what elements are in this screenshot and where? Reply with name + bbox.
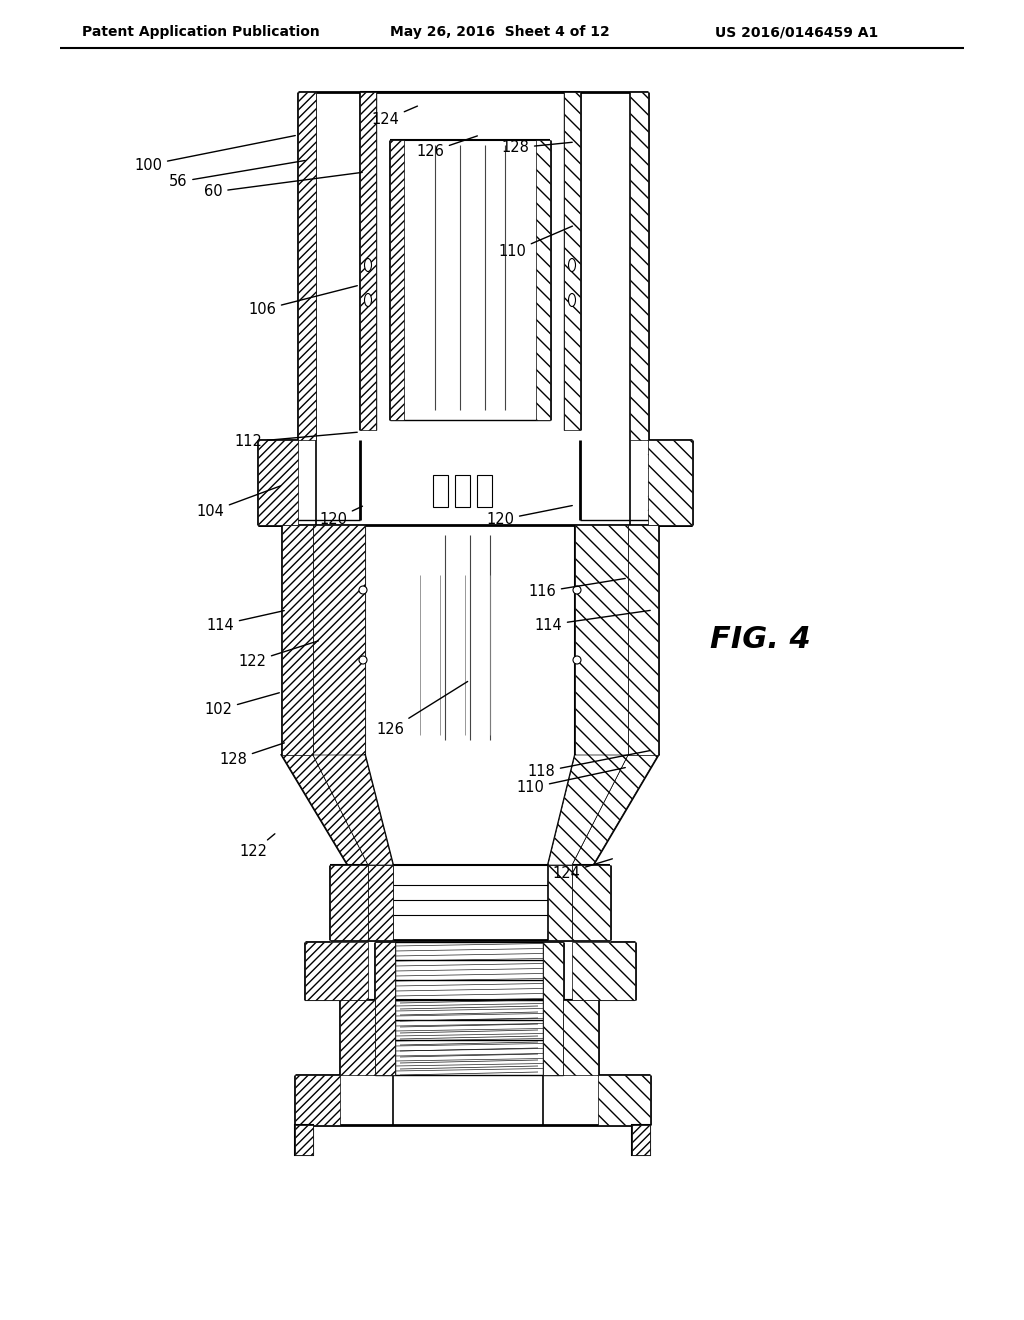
Bar xyxy=(282,525,313,755)
Polygon shape xyxy=(313,755,393,865)
Bar xyxy=(648,440,692,525)
Ellipse shape xyxy=(359,656,367,664)
Bar xyxy=(368,865,393,940)
Bar xyxy=(536,140,550,420)
Ellipse shape xyxy=(573,656,581,664)
Text: 126: 126 xyxy=(376,681,468,738)
Ellipse shape xyxy=(365,259,372,272)
Bar xyxy=(632,1125,650,1155)
Ellipse shape xyxy=(365,293,372,306)
Text: 114: 114 xyxy=(535,610,650,632)
Bar xyxy=(548,865,572,940)
Text: 112: 112 xyxy=(234,432,357,450)
Text: 110: 110 xyxy=(498,226,572,260)
Text: 100: 100 xyxy=(134,136,295,173)
Bar xyxy=(563,1001,598,1074)
Bar xyxy=(598,1074,650,1125)
Text: 124: 124 xyxy=(552,859,612,880)
Bar xyxy=(628,525,658,755)
Text: 126: 126 xyxy=(416,136,477,160)
Text: 102: 102 xyxy=(204,693,280,718)
Bar xyxy=(390,140,404,420)
Polygon shape xyxy=(572,755,658,865)
Text: 106: 106 xyxy=(248,285,357,318)
Bar xyxy=(572,942,635,1001)
Bar xyxy=(313,525,365,755)
Bar xyxy=(330,865,368,940)
Text: 122: 122 xyxy=(239,834,274,859)
Bar xyxy=(575,525,628,755)
Bar xyxy=(360,92,376,430)
Text: 128: 128 xyxy=(501,140,572,156)
Ellipse shape xyxy=(568,293,575,306)
Bar xyxy=(630,92,648,440)
Bar xyxy=(305,942,368,1001)
Ellipse shape xyxy=(568,259,575,272)
Bar xyxy=(340,1001,375,1074)
Bar xyxy=(258,440,298,525)
Text: 56: 56 xyxy=(169,161,305,190)
Text: 110: 110 xyxy=(516,768,626,796)
Ellipse shape xyxy=(573,586,581,594)
Text: 60: 60 xyxy=(204,173,362,199)
Bar xyxy=(564,92,580,430)
Text: Patent Application Publication: Patent Application Publication xyxy=(82,25,319,40)
Text: US 2016/0146459 A1: US 2016/0146459 A1 xyxy=(715,25,879,40)
Text: 122: 122 xyxy=(238,640,318,669)
Bar xyxy=(543,942,563,1074)
Text: 118: 118 xyxy=(527,751,650,780)
Text: 114: 114 xyxy=(206,611,285,632)
Bar xyxy=(295,1125,313,1155)
Text: FIG. 4: FIG. 4 xyxy=(710,626,810,655)
Bar xyxy=(477,475,492,507)
Text: 120: 120 xyxy=(486,506,572,528)
Text: 116: 116 xyxy=(528,578,626,599)
Bar xyxy=(298,92,316,440)
Polygon shape xyxy=(282,755,368,865)
Text: 128: 128 xyxy=(219,743,285,767)
Bar xyxy=(295,1074,340,1125)
Bar xyxy=(572,865,610,940)
Bar xyxy=(433,475,449,507)
Bar xyxy=(632,1125,650,1155)
Bar xyxy=(455,475,470,507)
Bar xyxy=(295,1125,313,1155)
Text: 124: 124 xyxy=(371,106,418,128)
Polygon shape xyxy=(548,755,628,865)
Ellipse shape xyxy=(359,586,367,594)
Text: 120: 120 xyxy=(319,506,362,528)
Text: 104: 104 xyxy=(196,486,281,520)
Bar xyxy=(375,942,395,1074)
Text: May 26, 2016  Sheet 4 of 12: May 26, 2016 Sheet 4 of 12 xyxy=(390,25,609,40)
